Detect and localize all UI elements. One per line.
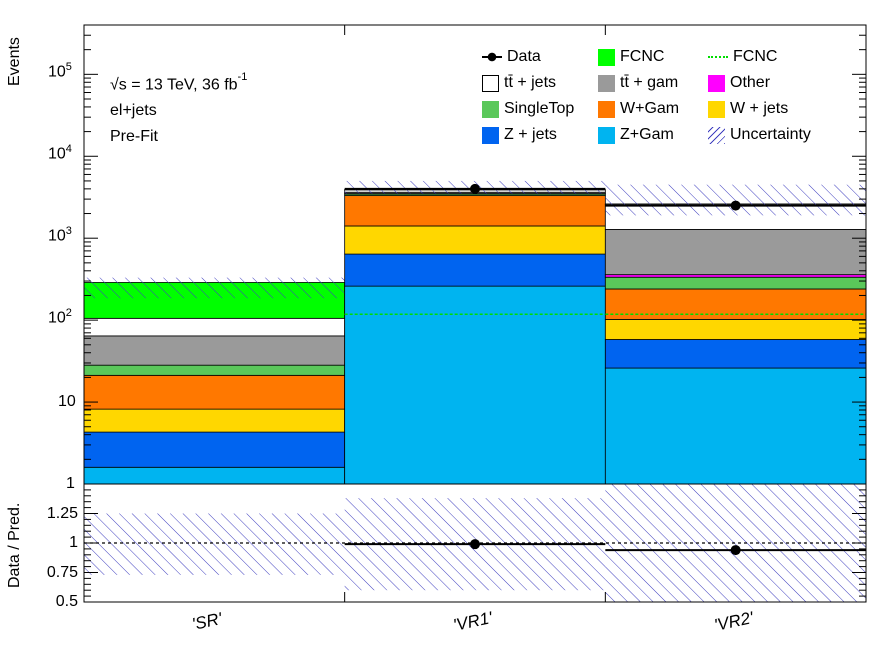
legend-label: FCNC: [620, 48, 665, 65]
stage-annotation: Pre-Fit: [110, 128, 158, 145]
legend-label: tt̄ + gam: [620, 74, 679, 91]
y-tick-label: 105: [48, 61, 72, 81]
legend-item: tt̄ + jets: [482, 72, 556, 94]
legend-swatch: [482, 51, 502, 63]
ratio-point-2: [730, 545, 741, 556]
legend-label: Z + jets: [504, 126, 557, 143]
y-tick-label: 1: [66, 475, 75, 492]
y-tick-label: 104: [48, 143, 72, 163]
legend-swatch: [708, 100, 725, 118]
legend-label: Other: [730, 74, 771, 91]
legend-label: FCNC: [733, 48, 778, 65]
ratio-panel: [84, 484, 866, 602]
ratio-unc-0: [84, 513, 345, 575]
y-tick-label: 103: [48, 225, 72, 245]
bar-2-1: [604, 339, 866, 369]
ratio-y-axis-title: Data / Pred.: [6, 502, 23, 588]
legend-label: Z+Gam: [620, 126, 674, 143]
stacked-bars: [84, 180, 866, 484]
legend-label: tt̄ + jets: [504, 74, 557, 91]
legend-item: W + jets: [708, 98, 788, 120]
legend-swatch: [598, 74, 615, 92]
bar-1-1: [344, 253, 606, 287]
energy-annotation: √s = 13 TeV, 36 fb-1: [110, 71, 248, 94]
legend-item: Z + jets: [482, 124, 557, 146]
legend-swatch: [708, 126, 725, 144]
bar-0-3: [84, 374, 346, 410]
legend-label: Data: [507, 48, 541, 65]
bar-1-2: [344, 225, 606, 255]
bar-2-4: [604, 276, 866, 290]
legend-swatch: [598, 48, 615, 66]
legend-item: FCNC: [598, 46, 664, 68]
bar-0-6: [84, 335, 346, 366]
legend-item: Data: [482, 46, 541, 68]
ratio-point-1: [470, 539, 480, 550]
legend-swatch: [708, 56, 728, 58]
legend-item: Other: [708, 72, 770, 94]
data-point-1: [470, 183, 480, 194]
ratio-y-tick-label: 1: [69, 534, 78, 551]
y-axis-title: Events: [6, 37, 23, 86]
channel-annotation: el+jets: [110, 102, 157, 119]
legend-swatch: [598, 126, 615, 144]
legend-label: W + jets: [730, 100, 789, 117]
bar-0-4: [84, 364, 346, 376]
ratio-y-tick-label: 1.25: [46, 504, 78, 522]
bar-0-7: [84, 317, 346, 337]
legend-label: W+Gam: [620, 100, 680, 117]
y-tick-label: 10: [58, 393, 76, 411]
ratio-y-tick-label: 0.5: [55, 593, 78, 610]
y-tick-label: 102: [48, 307, 72, 327]
legend-swatch: [708, 74, 725, 92]
legend-swatch: [482, 126, 499, 144]
uncertainty-band-2: [605, 184, 866, 216]
legend-label: SingleTop: [504, 100, 575, 117]
bar-0-2: [84, 408, 346, 433]
legend-item: tt̄ + gam: [598, 72, 678, 94]
bar-1-3: [344, 195, 606, 227]
ratio-y-tick-label: 0.75: [46, 563, 78, 581]
bar-2-0: [604, 367, 866, 484]
bar-1-0: [344, 285, 606, 484]
bar-0-0: [84, 466, 346, 484]
legend-swatch: [598, 100, 615, 118]
legend-item: SingleTop: [482, 98, 574, 120]
uncertainty-band-0: [84, 277, 345, 299]
legend-item: Z+Gam: [598, 124, 674, 146]
bar-2-6: [604, 229, 866, 276]
bar-2-2: [604, 319, 866, 340]
legend-item: Uncertainty: [708, 124, 811, 146]
legend-swatch: [482, 100, 499, 118]
legend-label: Uncertainty: [730, 126, 811, 143]
legend-item: W+Gam: [598, 98, 679, 120]
data-point-2: [730, 200, 741, 211]
bar-0-1: [84, 431, 346, 468]
legend-item: FCNC: [708, 46, 777, 68]
legend-swatch: [482, 74, 499, 92]
